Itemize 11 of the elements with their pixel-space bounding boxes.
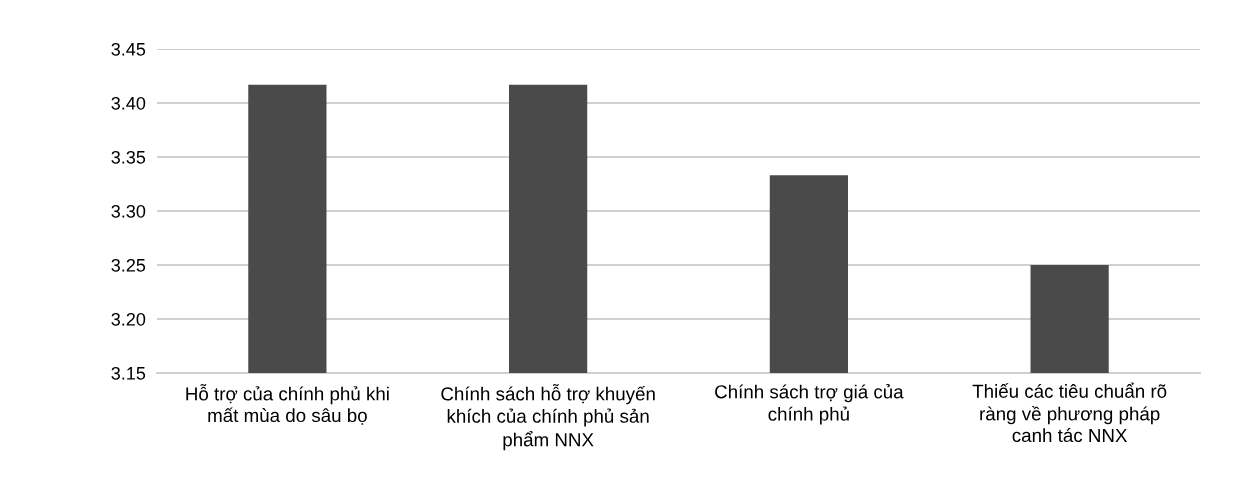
y-tick-label: 3.25	[111, 258, 146, 272]
y-tick-label: 3.40	[111, 96, 146, 110]
x-tick-label: Chính sách trợ giá của chính phủ	[715, 384, 904, 425]
y-tick-label: 3.45	[111, 42, 146, 56]
x-tick-label: Hỗ trợ của chính phủ khi mất mùa do sâu bọ	[186, 384, 389, 425]
x-tick-label: Thiếu các tiêu chuẩn rõ ràng về phương pháp canh tác NNX	[972, 382, 1167, 443]
y-tick-label: 3.15	[111, 366, 146, 380]
x-tick-label: Chính sách hỗ trợ khuyến khích của chính phủ sản phẩm NNX	[441, 384, 655, 451]
y-tick-label: 3.20	[111, 312, 146, 326]
y-tick-label: 3.35	[111, 150, 146, 164]
y-tick-label: 3.30	[111, 204, 146, 218]
